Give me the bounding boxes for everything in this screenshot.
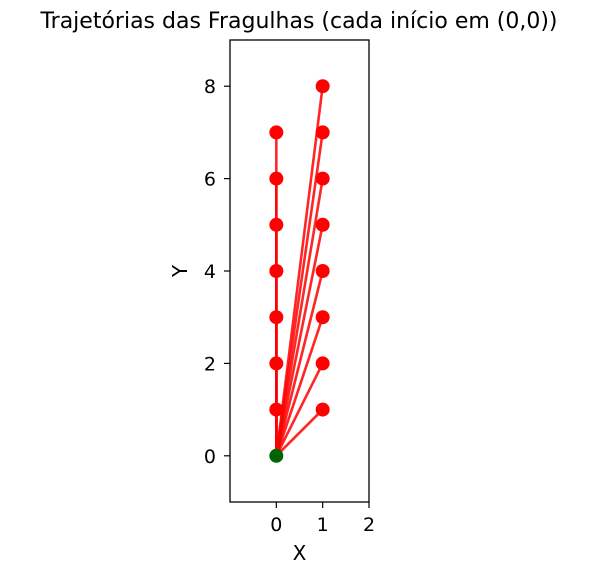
series-layer xyxy=(269,79,330,463)
y-tick-label-4: 4 xyxy=(204,261,216,283)
y-axis-label: Y xyxy=(168,264,192,278)
origin-marker xyxy=(269,448,284,463)
y-tick-label-8: 8 xyxy=(204,76,216,98)
trajectory-line-11 xyxy=(275,269,324,458)
y-tick-label-0: 0 xyxy=(204,446,216,468)
chart-title: Trajetórias das Fragulhas (cada início e… xyxy=(39,9,557,34)
trajectory-line-10 xyxy=(275,315,324,458)
endpoint-marker-11 xyxy=(315,264,330,278)
endpoint-marker-13 xyxy=(315,171,330,186)
endpoint-marker-14 xyxy=(315,125,330,140)
endpoint-marker-1 xyxy=(269,402,284,417)
endpoint-marker-10 xyxy=(315,310,330,325)
endpoint-marker-8 xyxy=(315,402,330,417)
trajectory-line-8 xyxy=(275,408,324,458)
y-tick-label-6: 6 xyxy=(204,169,216,191)
endpoint-marker-15 xyxy=(315,79,330,94)
x-tick-label-2: 2 xyxy=(363,514,375,536)
endpoint-marker-12 xyxy=(315,217,330,232)
endpoint-marker-2 xyxy=(269,356,284,371)
y-tick-label-2: 2 xyxy=(204,353,216,375)
endpoint-marker-4 xyxy=(269,264,284,278)
trajectory-line-9 xyxy=(275,362,324,458)
trajectory-line-15 xyxy=(275,84,324,458)
endpoint-marker-6 xyxy=(269,171,284,186)
x-axis-label: X xyxy=(293,541,307,565)
endpoint-marker-5 xyxy=(269,217,284,232)
endpoint-marker-9 xyxy=(315,356,330,371)
endpoint-marker-3 xyxy=(269,310,284,325)
x-tick-label-1: 1 xyxy=(317,514,329,536)
axes-layer: 0 1 2 0 2 4 6 8 xyxy=(204,39,375,536)
x-tick-label-0: 0 xyxy=(270,514,282,536)
endpoint-marker-7 xyxy=(269,125,284,140)
